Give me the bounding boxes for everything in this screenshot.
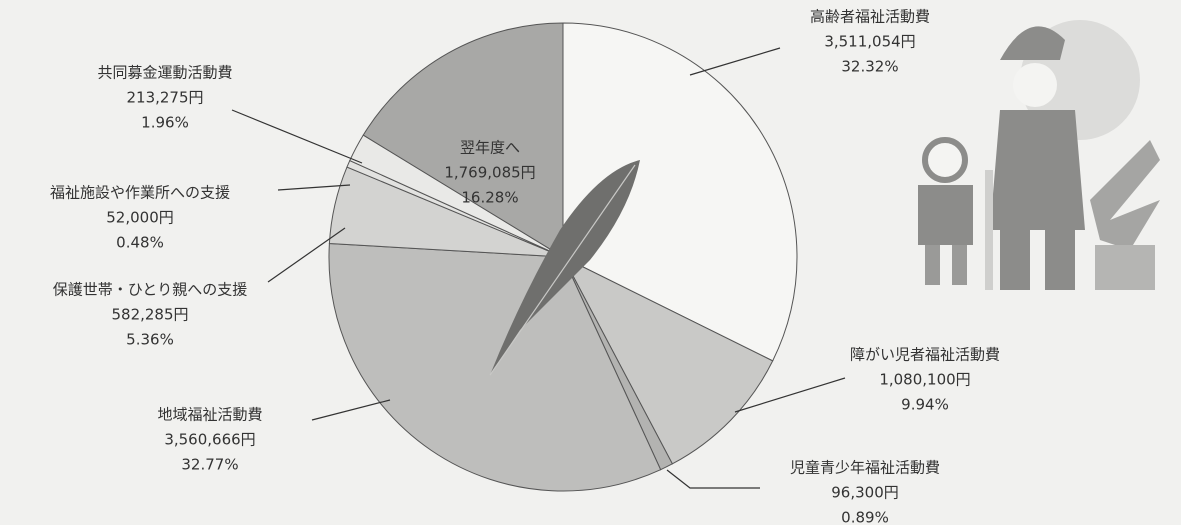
slice-name: 福祉施設や作業所への支援 bbox=[50, 184, 230, 202]
slice-percent: 16.28% bbox=[461, 189, 518, 207]
slice-percent: 9.94% bbox=[901, 396, 949, 414]
slice-name: 高齢者福祉活動費 bbox=[810, 8, 930, 26]
leader-line bbox=[734, 377, 846, 413]
slice-amount: 213,275円 bbox=[126, 89, 203, 107]
slice-name: 翌年度へ bbox=[460, 139, 520, 157]
leader-line bbox=[267, 227, 346, 283]
illustration bbox=[918, 20, 1160, 290]
leader-line bbox=[277, 184, 351, 191]
slice-name: 保護世帯・ひとり親への支援 bbox=[53, 281, 248, 299]
slice-name: 児童青少年福祉活動費 bbox=[790, 459, 940, 477]
pie-slice bbox=[362, 22, 564, 258]
pie-slice bbox=[562, 22, 798, 362]
slice-amount: 52,000円 bbox=[106, 209, 174, 227]
slice-percent: 0.48% bbox=[116, 234, 164, 252]
slice-percent: 5.36% bbox=[126, 331, 174, 349]
slice-name: 障がい児者福祉活動費 bbox=[850, 346, 1000, 364]
slice-percent: 32.77% bbox=[181, 456, 238, 474]
slice-name: 地域福祉活動費 bbox=[157, 406, 262, 424]
feather bbox=[489, 160, 640, 376]
slice-amount: 1,769,085円 bbox=[444, 164, 535, 182]
leader-line bbox=[231, 109, 363, 164]
leader-line bbox=[666, 469, 760, 489]
slice-amount: 3,560,666円 bbox=[164, 431, 255, 449]
slice-amount: 3,511,054円 bbox=[824, 33, 915, 51]
slice-amount: 1,080,100円 bbox=[879, 371, 970, 389]
slice-percent: 1.96% bbox=[141, 114, 189, 132]
slice-percent: 0.89% bbox=[841, 509, 889, 525]
leader-line bbox=[689, 47, 781, 76]
slice-amount: 96,300円 bbox=[831, 484, 899, 502]
slice-name: 共同募金運動活動費 bbox=[97, 64, 232, 82]
slice-amount: 582,285円 bbox=[111, 306, 188, 324]
slice-percent: 32.32% bbox=[841, 58, 898, 76]
leader-line bbox=[311, 399, 391, 421]
pie bbox=[328, 22, 798, 492]
pie-slice bbox=[561, 255, 774, 465]
